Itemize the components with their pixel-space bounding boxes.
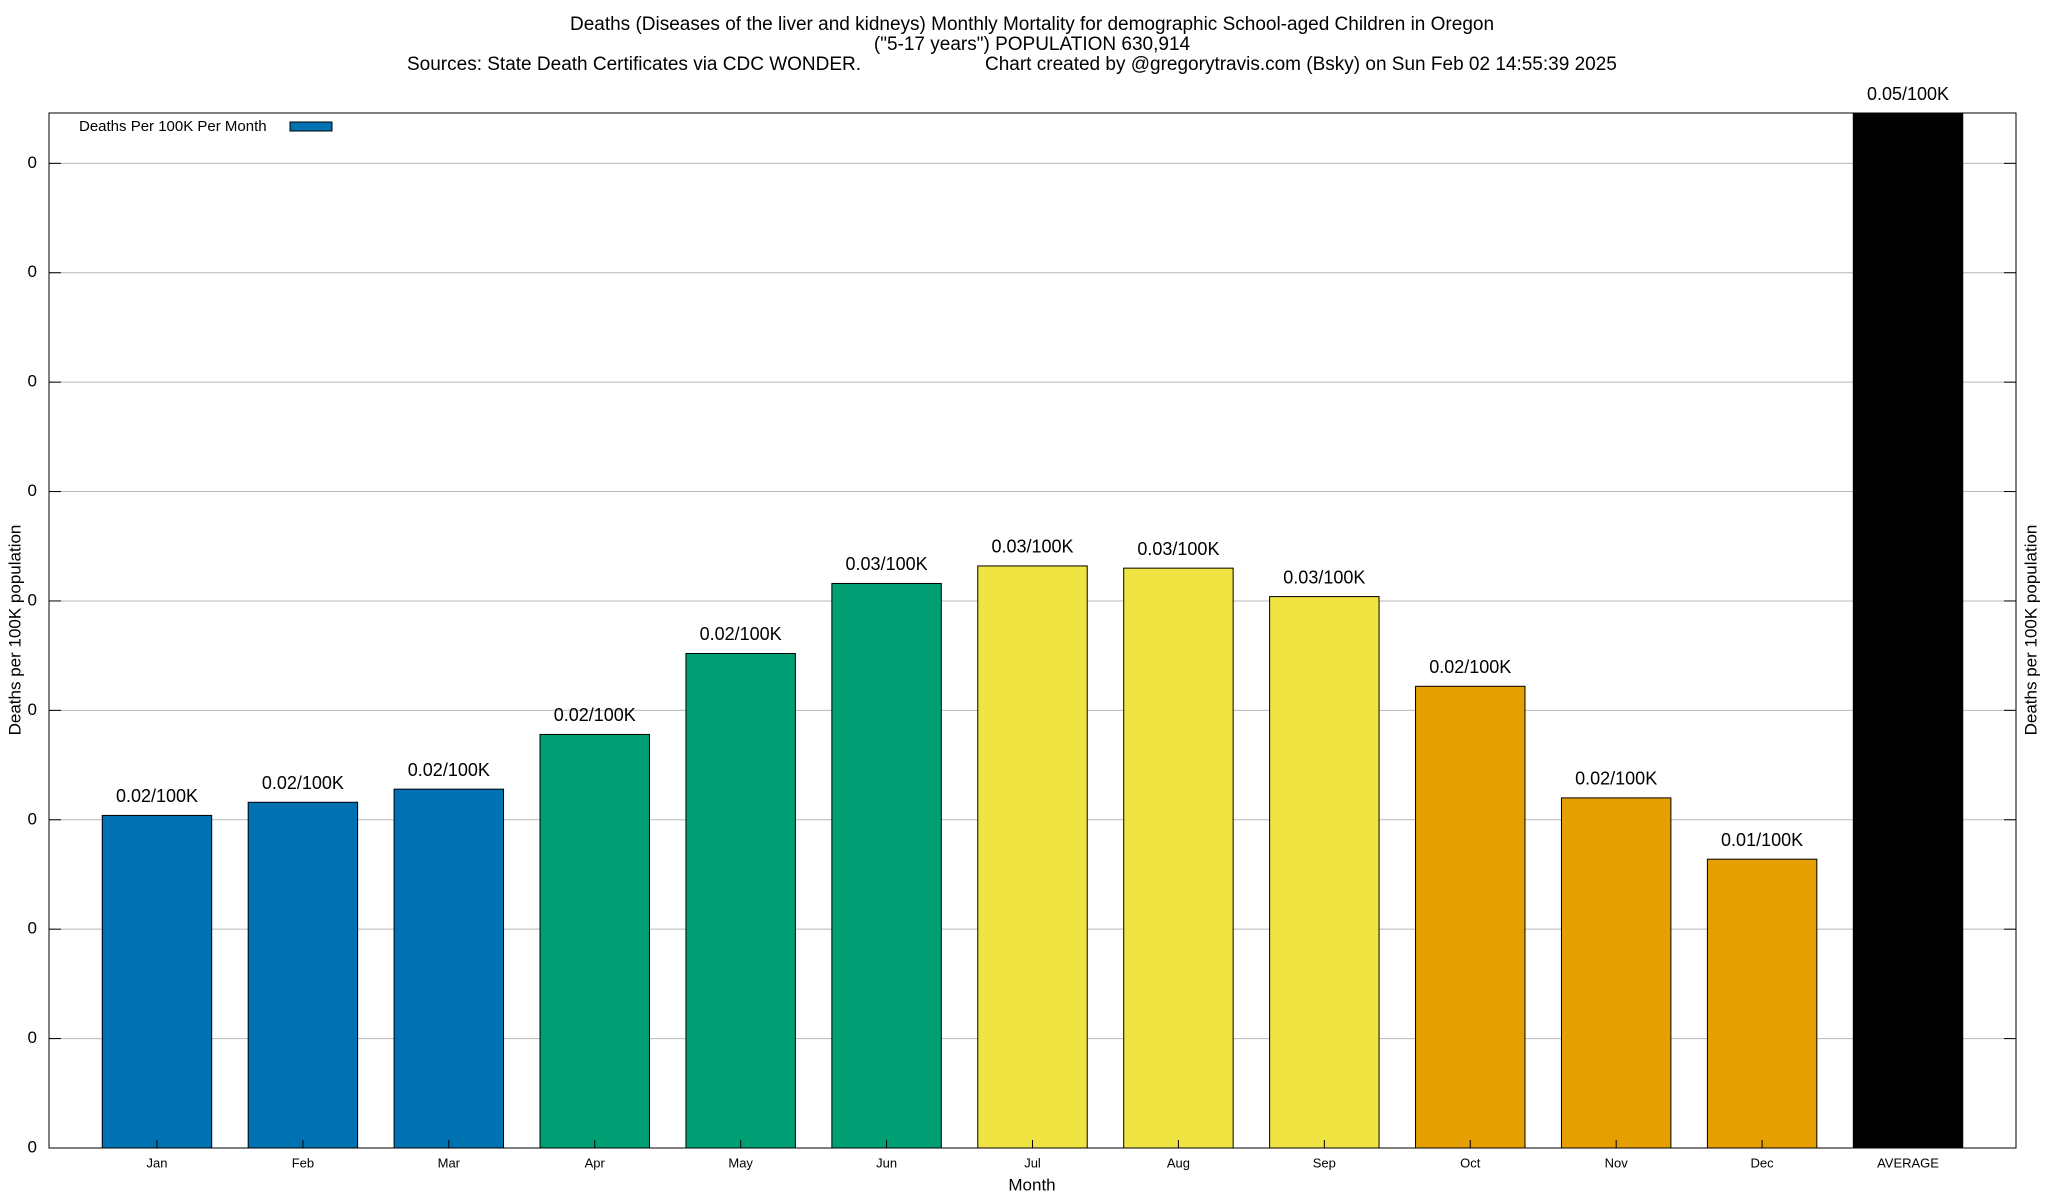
- x-tick-label: May: [728, 1155, 753, 1170]
- bar: [1852, 113, 1964, 1148]
- x-tick-label: Aug: [1167, 1155, 1190, 1170]
- x-tick-label: Feb: [292, 1155, 314, 1170]
- bar: [831, 582, 942, 1148]
- y-tick-label: 0: [28, 919, 37, 938]
- x-tick-label: Apr: [585, 1155, 606, 1170]
- x-tick-label: Jun: [876, 1155, 897, 1170]
- x-tick-label: Jan: [146, 1155, 167, 1170]
- value-label: 0.03/100K: [1137, 539, 1219, 559]
- y-tick-label: 0: [28, 809, 37, 828]
- chart-subtitle: ("5-17 years") POPULATION 630,914: [874, 34, 1191, 55]
- legend-label: Deaths Per 100K Per Month: [79, 118, 267, 135]
- value-label: 0.03/100K: [1283, 567, 1365, 587]
- bar: [539, 733, 650, 1148]
- bar: [247, 801, 359, 1148]
- value-label: 0.05/100K: [1867, 84, 1949, 104]
- bar: [685, 652, 796, 1148]
- value-label: 0.01/100K: [1721, 830, 1803, 850]
- y-tick-label: 0: [28, 1137, 37, 1156]
- value-label: 0.03/100K: [846, 554, 928, 574]
- value-label: 0.02/100K: [1575, 769, 1657, 789]
- y-tick-label: 0: [28, 153, 37, 172]
- plot-frame: [48, 112, 2017, 1149]
- bar: [393, 788, 505, 1148]
- y-tick-label: 0: [28, 700, 37, 719]
- bar: [977, 565, 1088, 1148]
- value-label: 0.02/100K: [554, 705, 636, 725]
- bar: [1560, 797, 1672, 1148]
- value-label: 0.03/100K: [991, 537, 1073, 557]
- bar: [101, 814, 213, 1148]
- value-label: 0.02/100K: [1429, 657, 1511, 677]
- bar: [1706, 858, 1818, 1148]
- bar: [1269, 596, 1380, 1148]
- bar: [1123, 567, 1234, 1148]
- y-tick-label: 0: [28, 590, 37, 609]
- x-tick-label: Sep: [1313, 1155, 1336, 1170]
- legend-swatch: [289, 121, 333, 132]
- y2-axis-label: Deaths per 100K population: [2021, 525, 2040, 736]
- bar: [1415, 685, 1526, 1148]
- value-label: 0.02/100K: [700, 624, 782, 644]
- x-tick-label: Jul: [1024, 1155, 1041, 1170]
- source-note: Sources: State Death Certificates via CD…: [407, 54, 861, 75]
- value-label: 0.02/100K: [116, 786, 198, 806]
- x-tick-label: AVERAGE: [1877, 1155, 1939, 1170]
- value-label: 0.02/100K: [408, 760, 490, 780]
- x-tick-label: Mar: [438, 1155, 461, 1170]
- y-tick-label: 0: [28, 262, 37, 281]
- credit-note: Chart created by @gregorytravis.com (Bsk…: [985, 54, 1617, 75]
- x-axis-label: Month: [1008, 1175, 1055, 1194]
- value-label: 0.02/100K: [262, 773, 344, 793]
- x-tick-label: Oct: [1460, 1155, 1481, 1170]
- x-tick-label: Dec: [1751, 1155, 1775, 1170]
- x-tick-label: Nov: [1605, 1155, 1629, 1170]
- chart-title: Deaths (Diseases of the liver and kidney…: [570, 14, 1494, 35]
- y-tick-label: 0: [28, 1028, 37, 1047]
- y-axis-label: Deaths per 100K population: [5, 525, 24, 736]
- y-tick-label: 0: [28, 372, 37, 391]
- y-tick-label: 0: [28, 481, 37, 500]
